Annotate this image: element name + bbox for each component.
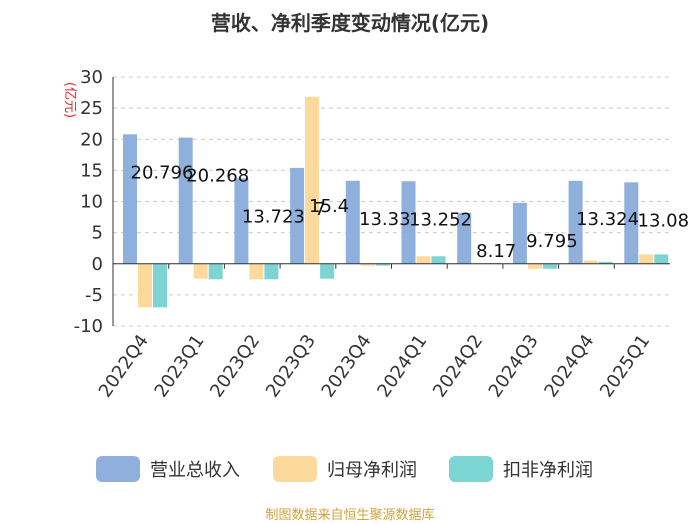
x-tick-label: 2024Q2 [429,331,487,402]
data-label-revenue: 20.268 [186,166,249,187]
chart-title: 营收、净利季度变动情况(亿元) [211,11,489,35]
bar-扣非净利润-2024Q3 [542,263,557,269]
bar-营业总收入-2024Q3 [512,202,527,264]
legend-item-扣非净利润[interactable]: 扣非净利润 [449,456,593,482]
bar-扣非净利润-2023Q3 [320,263,335,279]
x-axis-ticks: 2022Q42023Q12023Q22023Q32023Q42024Q12024… [95,263,670,402]
bar-归母净利润-2023Q3 [305,96,320,264]
bar-扣非净利润-2025Q1 [654,254,669,264]
y-tick-label: 25 [80,98,103,119]
bar-营业总收入-2023Q1 [178,137,193,264]
x-tick-label: 2022Q4 [95,331,153,402]
grid-lines [112,76,670,327]
x-tick-label: 2023Q3 [262,331,320,402]
y-tick-label: 5 [92,223,103,244]
bar-扣非净利润-2023Q1 [208,263,223,280]
legend-swatch [96,456,140,482]
legend-label: 营业总收入 [150,460,240,481]
y-tick-label: 10 [80,192,103,213]
bar-归母净利润-2024Q3 [527,263,542,269]
y-tick-label: 30 [80,67,103,88]
data-label-revenue: 13.08 [638,210,690,231]
legend-item-归母净利润[interactable]: 归母净利润 [273,456,417,482]
bar-扣非净利润-2023Q2 [264,263,279,280]
bar-归母净利润-2023Q2 [249,263,264,280]
legend[interactable]: 营业总收入 归母净利润 扣非净利润 [96,456,593,482]
legend-item-营业总收入[interactable]: 营业总收入 [96,456,240,482]
y-tick-label: 20 [80,129,103,150]
legend-swatch [449,456,493,482]
x-tick-label: 2023Q2 [206,331,264,402]
x-tick-label: 2025Q1 [596,331,654,402]
bar-营业总收入-2023Q2 [234,178,249,264]
bar-归母净利润-2022Q4 [138,263,152,308]
legend-swatch [273,456,317,482]
y-tick-label: 15 [80,160,103,181]
bar-营业总收入-2024Q4 [568,180,583,264]
y-tick-label: -10 [74,316,103,337]
y-axis-ticks: 30 25 20 15 10 5 0 -5 -10 [74,67,103,337]
y-axis-unit-label: (亿元) [62,82,77,118]
data-label-revenue: 8.17 [476,241,516,262]
legend-label: 归母净利润 [327,460,417,481]
legend-label: 扣非净利润 [503,460,593,481]
data-label-revenue: 20.796 [131,162,194,183]
data-label-revenue: 13.324 [576,209,639,230]
bars [123,96,669,308]
bar-归母净利润-2024Q1 [416,256,431,264]
bar-扣非净利润-2024Q4 [598,261,613,264]
bar-营业总收入-2022Q4 [123,134,137,264]
data-label-revenue: 15.4 [309,196,349,217]
data-label-revenue: 9.795 [526,231,578,252]
x-tick-label: 2023Q1 [150,331,208,402]
bar-归母净利润-2024Q4 [583,260,598,264]
bar-归母净利润-2023Q1 [193,263,208,279]
x-tick-label: 2023Q4 [318,331,376,402]
data-label-fragment: 7 [314,199,325,220]
bar-营业总收入-2024Q1 [401,181,416,264]
x-tick-label: 2024Q3 [485,331,543,402]
data-label-revenue: 13.252 [409,209,472,230]
data-label-revenue: 13.723 [242,206,305,227]
y-tick-label: -5 [85,285,103,306]
data-label-revenue: 13.33 [359,209,411,230]
bar-营业总收入-2023Q3 [290,167,305,264]
bar-归母净利润-2025Q1 [639,254,654,264]
bar-营业总收入-2025Q1 [624,182,639,264]
x-tick-label: 2024Q4 [540,331,598,402]
bar-营业总收入-2024Q2 [457,212,472,264]
bar-归母净利润-2023Q4 [360,263,375,266]
x-tick-label: 2024Q1 [373,331,431,402]
y-tick-label: 0 [92,254,103,275]
bar-扣非净利润-2022Q4 [153,263,167,308]
source-note: 制图数据来自恒生聚源数据库 [265,507,434,523]
bar-营业总收入-2023Q4 [345,180,360,264]
bar-扣非净利润-2023Q4 [375,263,390,266]
bar-扣非净利润-2024Q1 [431,256,446,264]
